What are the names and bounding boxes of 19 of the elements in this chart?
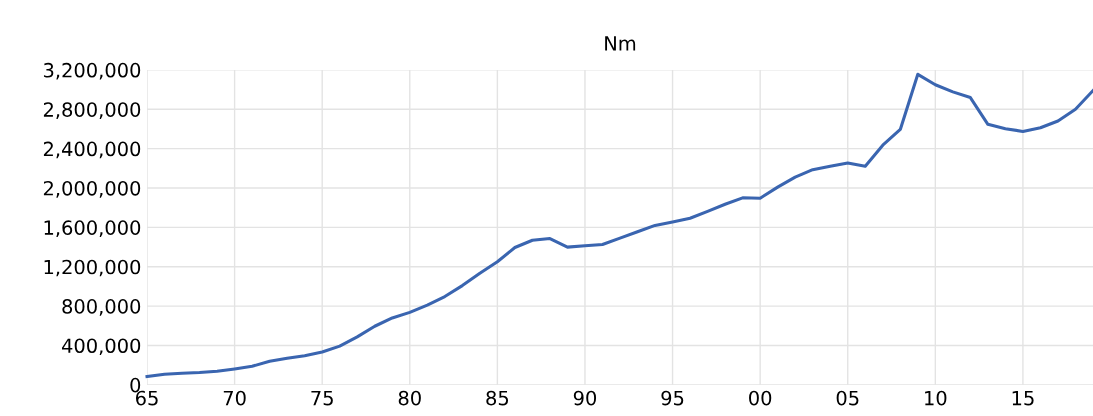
x-tick-label: 10 bbox=[925, 390, 947, 406]
y-tick-label: 2,000,000 bbox=[43, 180, 141, 198]
y-tick-label: 800,000 bbox=[62, 299, 141, 316]
y-tick-label: 400,000 bbox=[62, 338, 141, 356]
x-tick-label: 05 bbox=[836, 390, 859, 406]
y-tick-label: 1,600,000 bbox=[44, 220, 141, 237]
x-tick-label: 90 bbox=[573, 390, 597, 406]
x-tick-label: 00 bbox=[749, 390, 772, 406]
y-tick-label: 1,200,000 bbox=[44, 259, 141, 277]
x-tick-label: 95 bbox=[661, 390, 684, 406]
y-tick-label: 3,200,000 bbox=[43, 62, 141, 80]
x-tick-label: 75 bbox=[311, 390, 333, 406]
x-tick-label: 70 bbox=[223, 390, 246, 406]
chart-title: Nm bbox=[605, 36, 636, 51]
y-tick-label: 2,400,000 bbox=[43, 141, 141, 159]
x-tick-label: 15 bbox=[1012, 390, 1034, 406]
x-tick-label: 85 bbox=[486, 390, 509, 406]
y-tick-label: 2,800,000 bbox=[43, 102, 141, 119]
x-tick-label: 80 bbox=[398, 390, 421, 406]
